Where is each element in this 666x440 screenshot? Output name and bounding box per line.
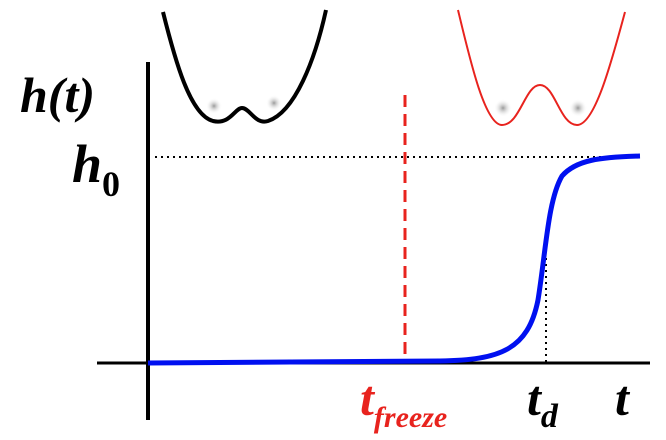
tfreeze-main: t (360, 370, 376, 426)
td-main: t (527, 370, 543, 426)
ball (266, 95, 282, 111)
x-axis-label: t (615, 370, 631, 426)
ball (569, 99, 587, 117)
td-label: td (527, 370, 559, 435)
h0-main: h (72, 134, 102, 194)
tfreeze-sub: freeze (374, 401, 447, 434)
td-sub: d (541, 398, 559, 435)
h0-sub: 0 (102, 164, 120, 204)
well-after (457, 9, 626, 127)
well-before (161, 9, 328, 124)
tfreeze-label: tfreeze (360, 370, 447, 434)
ball (494, 99, 512, 117)
ball (206, 98, 222, 114)
y-axis-label: h(t) (20, 67, 95, 123)
h-curve (147, 153, 641, 366)
h0-label: h0 (72, 134, 120, 204)
